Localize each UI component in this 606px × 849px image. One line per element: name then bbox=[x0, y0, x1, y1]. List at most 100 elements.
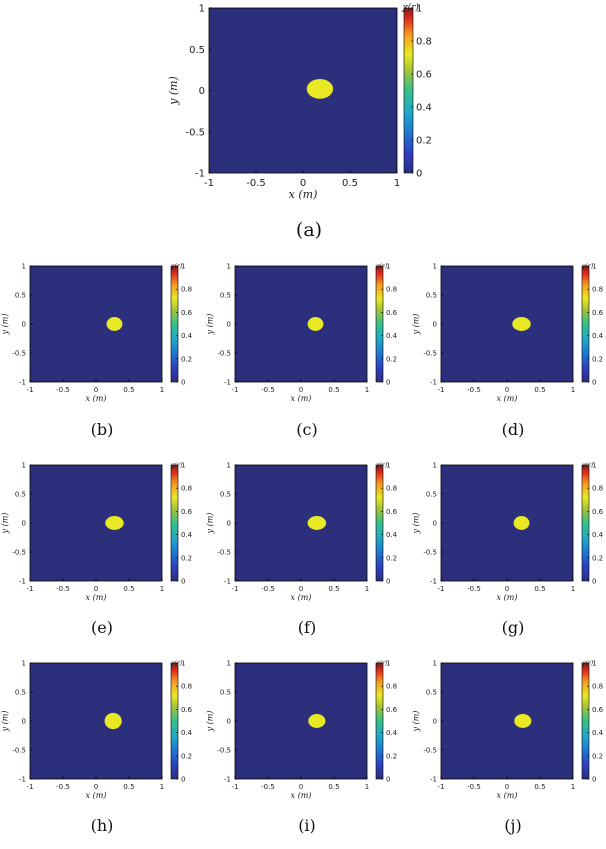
x-tick-label: 1 bbox=[160, 386, 164, 394]
x-axis-label: x (m) bbox=[289, 188, 318, 201]
x-tick-label: 1 bbox=[160, 585, 164, 593]
y-tick-label: -1 bbox=[224, 577, 231, 585]
colorbar bbox=[375, 464, 384, 582]
colorbar-tick-label: 0 bbox=[181, 378, 185, 386]
colorbar-tick-label: 0.2 bbox=[386, 355, 397, 363]
x-tick-label: 0 bbox=[299, 386, 303, 394]
y-axis-label: y (m) bbox=[412, 711, 421, 733]
panel-c: -1 -0.5 0 0.5 1 1 0.5 0 -0.5 -1 x (m) y (m) 1 0.8 0.6 0… bbox=[206, 262, 398, 439]
y-tick-label: 0 bbox=[433, 519, 437, 527]
x-tick-label: 0.5 bbox=[123, 783, 134, 791]
panel-d: -1 -0.5 0 0.5 1 1 0.5 0 -0.5 -1 x (m) y (m) 1 0.8 0.6 0… bbox=[412, 262, 604, 439]
colorbar-tick-label: 0 bbox=[386, 775, 390, 783]
panel-h: -1 -0.5 0 0.5 1 1 0.5 0 -0.5 -1 x (m) y (m) 1 0.8 0.6 0… bbox=[1, 659, 193, 835]
x-tick-label: -0.5 bbox=[261, 585, 275, 593]
x-tick-label: 0 bbox=[94, 783, 98, 791]
scatterer-region bbox=[512, 317, 531, 331]
colorbar-tick-label: 0.8 bbox=[416, 37, 432, 48]
y-tick-label: 0.5 bbox=[426, 490, 437, 498]
x-tick-label: 0 bbox=[300, 178, 306, 189]
colorbar-tick-label: 0.6 bbox=[181, 706, 193, 714]
y-axis-label: y (m) bbox=[206, 314, 215, 336]
y-tick-label: 1 bbox=[227, 461, 231, 469]
y-tick-label: -1 bbox=[430, 378, 437, 386]
y-tick-label: 1 bbox=[22, 461, 26, 469]
colorbar-tick-label: 0.4 bbox=[416, 103, 432, 114]
x-tick-label: 0 bbox=[505, 585, 509, 593]
y-tick-label: 0.5 bbox=[15, 291, 26, 299]
y-tick-label: -0.5 bbox=[12, 349, 26, 357]
plot-area bbox=[29, 662, 163, 780]
colorbar-tick-label: 0 bbox=[416, 169, 422, 180]
x-tick-label: 0.5 bbox=[328, 585, 339, 593]
x-axis-label: x (m) bbox=[86, 394, 107, 403]
colorbar-tick-label: 0 bbox=[592, 775, 596, 783]
x-tick-label: 0 bbox=[299, 585, 303, 593]
colorbar-tick-label: 0.2 bbox=[386, 752, 397, 760]
y-tick-label: -1 bbox=[19, 378, 26, 386]
panel-label: (e) bbox=[91, 618, 113, 637]
colorbar-tick-label: 0.8 bbox=[181, 683, 192, 691]
colorbar-tick-label: 0.4 bbox=[181, 531, 193, 539]
plot-area bbox=[440, 265, 574, 383]
y-axis-label: y (m) bbox=[412, 513, 421, 535]
y-tick-label: 0 bbox=[227, 519, 231, 527]
x-tick-label: -1 bbox=[438, 386, 445, 394]
y-axis-label: y (m) bbox=[206, 711, 215, 733]
colorbar-title: χ(r) bbox=[401, 2, 419, 13]
x-tick-label: 0 bbox=[94, 386, 98, 394]
colorbar-tick-label: 0.2 bbox=[386, 554, 397, 562]
x-tick-label: -0.5 bbox=[467, 386, 481, 394]
colorbar-title: χ(r) bbox=[170, 462, 183, 469]
panel-label: (f) bbox=[298, 618, 316, 637]
y-tick-label: -0.5 bbox=[423, 746, 437, 754]
x-tick-label: -1 bbox=[27, 783, 34, 791]
colorbar-tick-label: 0.6 bbox=[386, 508, 398, 516]
panel-i: -1 -0.5 0 0.5 1 1 0.5 0 -0.5 -1 x (m) y (m) 1 0.8 0.6 0… bbox=[206, 659, 398, 835]
x-tick-label: 1 bbox=[571, 783, 575, 791]
x-axis-label: x (m) bbox=[291, 394, 312, 403]
colorbar-tick-label: 0.8 bbox=[592, 485, 603, 493]
colorbar-tick-label: 1 bbox=[592, 262, 596, 270]
colorbar-tick-label: 1 bbox=[386, 659, 390, 667]
x-tick-label: 0 bbox=[299, 783, 303, 791]
colorbar-tick-label: 1 bbox=[386, 461, 390, 469]
panel-j: -1 -0.5 0 0.5 1 1 0.5 0 -0.5 -1 x (m) y (m) 1 0.8 0.6 0… bbox=[412, 659, 604, 835]
x-tick-label: 0.5 bbox=[342, 178, 358, 189]
colorbar bbox=[170, 265, 179, 383]
y-tick-label: 0.5 bbox=[220, 688, 231, 696]
y-tick-label: 0.5 bbox=[15, 490, 26, 498]
colorbar-tick-label: 1 bbox=[181, 659, 185, 667]
colorbar bbox=[403, 7, 414, 174]
x-tick-label: -0.5 bbox=[261, 783, 275, 791]
y-tick-label: 0 bbox=[22, 320, 26, 328]
colorbar-title: χ(r) bbox=[170, 660, 183, 667]
colorbar-tick-label: 1 bbox=[592, 659, 596, 667]
x-tick-label: 1 bbox=[365, 585, 369, 593]
colorbar-tick-label: 1 bbox=[181, 461, 185, 469]
y-tick-label: -0.5 bbox=[12, 548, 26, 556]
scatterer-region bbox=[105, 516, 124, 530]
colorbar bbox=[375, 265, 384, 383]
x-tick-label: 1 bbox=[571, 585, 575, 593]
panel-b: -1 -0.5 0 0.5 1 1 0.5 0 -0.5 -1 x (m) y (m) 1 0.8 0.6 0… bbox=[1, 262, 193, 439]
colorbar bbox=[170, 662, 179, 780]
colorbar-title: χ(r) bbox=[375, 263, 388, 270]
colorbar-tick-label: 0.4 bbox=[592, 332, 604, 340]
colorbar-tick-label: 0.4 bbox=[592, 531, 604, 539]
x-tick-label: 0 bbox=[505, 783, 509, 791]
scatterer-region bbox=[307, 317, 324, 331]
colorbar-tick-label: 0.8 bbox=[592, 683, 603, 691]
y-tick-label: 1 bbox=[433, 461, 437, 469]
y-axis-label: y (m) bbox=[1, 513, 10, 535]
colorbar-tick-label: 0 bbox=[592, 577, 596, 585]
y-tick-label: 0 bbox=[433, 320, 437, 328]
x-tick-label: -1 bbox=[27, 386, 34, 394]
y-tick-label: 0.5 bbox=[220, 291, 231, 299]
y-tick-label: -0.5 bbox=[217, 746, 231, 754]
x-tick-label: -1 bbox=[27, 585, 34, 593]
y-tick-label: 1 bbox=[22, 659, 26, 667]
scatterer-region bbox=[306, 78, 334, 99]
colorbar-tick-label: 0.6 bbox=[386, 309, 398, 317]
x-tick-label: 0.5 bbox=[534, 585, 545, 593]
